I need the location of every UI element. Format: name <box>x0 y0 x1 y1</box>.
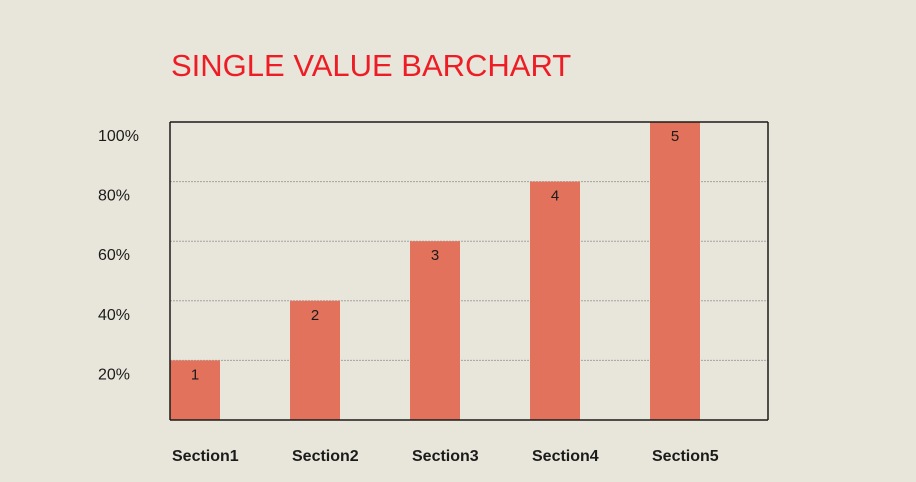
data-label: 3 <box>431 247 439 264</box>
y-tick-label: 80% <box>98 188 130 205</box>
x-axis-ticks: Section1 Section2 Section3 Section4 Section5 <box>172 448 719 465</box>
x-tick-label: Section5 <box>652 448 719 465</box>
data-label: 2 <box>311 307 319 324</box>
x-tick-label: Section3 <box>412 448 479 465</box>
plot-frame <box>169 121 769 421</box>
y-axis-ticks: 20% 40% 60% 80% 100% <box>98 128 139 383</box>
x-tick-label: Section1 <box>172 448 239 465</box>
x-tick-label: Section2 <box>292 448 359 465</box>
y-tick-label: 60% <box>98 247 130 264</box>
bar <box>650 122 700 420</box>
bar <box>290 300 340 420</box>
x-tick-label: Section4 <box>532 448 599 465</box>
data-label: 4 <box>551 188 559 205</box>
data-labels: 1 2 3 4 5 <box>191 128 679 383</box>
bar <box>170 360 220 420</box>
bars <box>170 122 700 420</box>
bar <box>410 241 460 420</box>
y-tick-label: 40% <box>98 307 130 324</box>
y-tick-label: 20% <box>98 366 130 383</box>
data-label: 5 <box>671 128 679 145</box>
chart-title: SINGLE VALUE BARCHART <box>171 48 572 83</box>
bar <box>530 181 580 420</box>
data-label: 1 <box>191 366 199 383</box>
y-tick-label: 100% <box>98 128 139 145</box>
